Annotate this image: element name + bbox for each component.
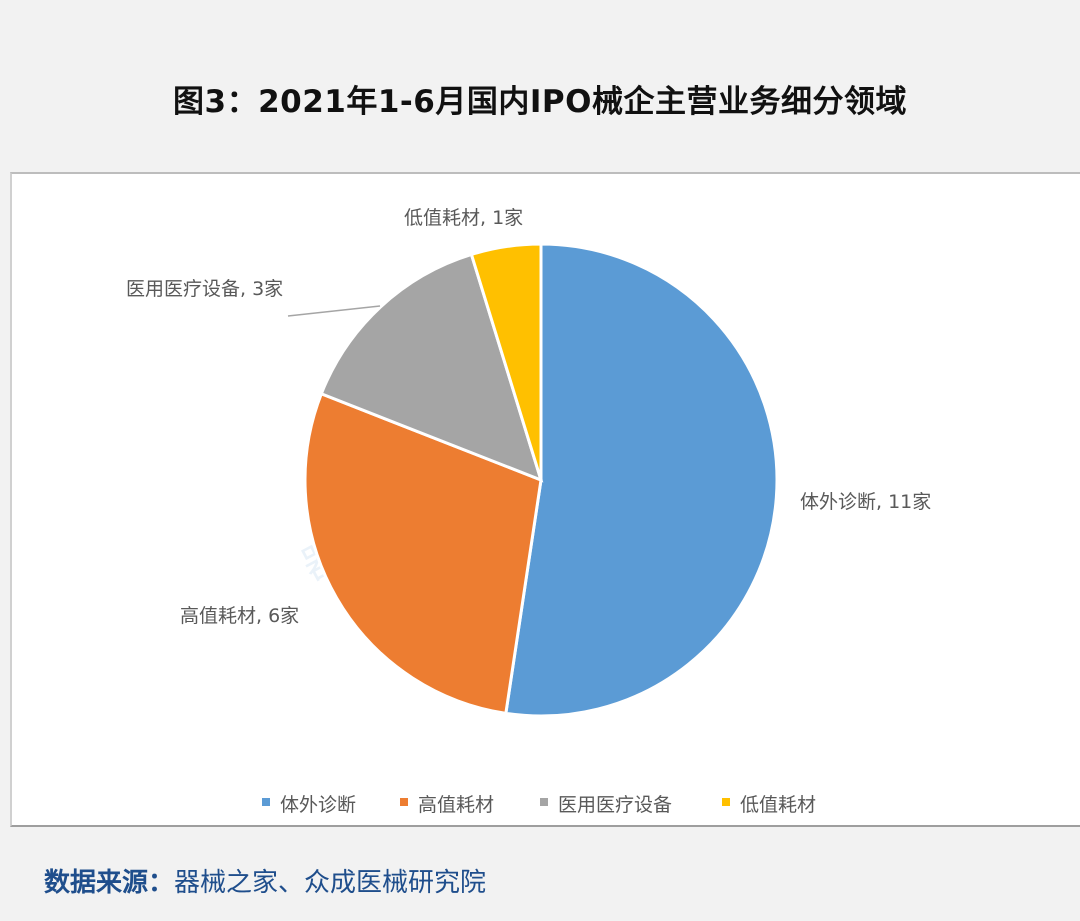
source-text: 器械之家、众成医械研究院 bbox=[174, 868, 487, 898]
data-label: 高值耗材, 6家 bbox=[180, 605, 299, 627]
data-source: 数据来源：器械之家、众成医械研究院 bbox=[44, 862, 486, 899]
source-label: 数据来源： bbox=[44, 868, 175, 898]
chart-title: 图3：2021年1-6月国内IPO械企主营业务细分领域 bbox=[173, 84, 907, 120]
data-label: 体外诊断, 11家 bbox=[800, 491, 931, 513]
data-label: 医用医疗设备, 3家 bbox=[126, 278, 283, 300]
pie-slice-3 bbox=[469, 242, 543, 481]
legend-item: 低值耗材 bbox=[740, 794, 816, 816]
legend-item: 医用医疗设备 bbox=[558, 794, 672, 816]
legend-marker bbox=[722, 798, 730, 806]
legend-item: 体外诊断 bbox=[280, 794, 356, 816]
pie-slice-2 bbox=[319, 252, 544, 483]
legend-item: 高值耗材 bbox=[418, 794, 494, 816]
pie-slice-1 bbox=[303, 391, 543, 716]
legend-marker bbox=[540, 798, 548, 806]
pie-slice-0 bbox=[504, 242, 779, 718]
data-label: 低值耗材, 1家 bbox=[404, 207, 523, 229]
legend-marker bbox=[400, 798, 408, 806]
legend-marker bbox=[262, 798, 270, 806]
leader-line bbox=[287, 305, 381, 317]
